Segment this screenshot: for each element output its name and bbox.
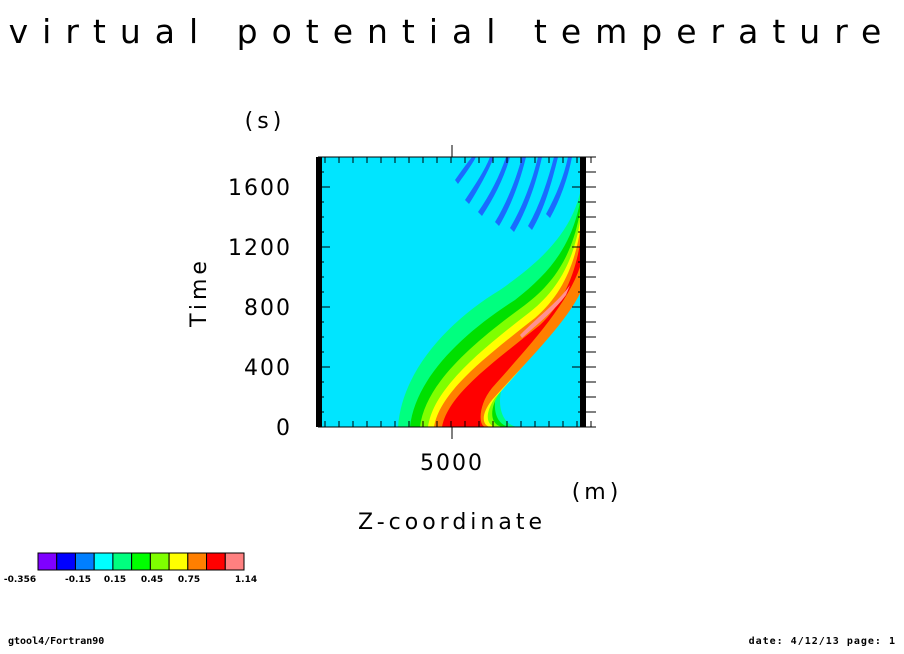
- colorbar-swatch: [112, 552, 133, 571]
- warm-anomaly-band: [398, 157, 585, 427]
- colorbar-label: -0.15: [65, 575, 91, 585]
- wave-1: [455, 157, 476, 184]
- wave-3: [478, 157, 510, 216]
- colorbar-label: 0.45: [141, 575, 163, 585]
- colorbar-label: 0.15: [104, 575, 126, 585]
- y-unit: (s): [245, 109, 286, 134]
- wave-2: [465, 157, 494, 204]
- negative-wave-trains: [455, 157, 572, 232]
- wave-4: [495, 157, 526, 226]
- wave-6: [528, 157, 558, 230]
- chart-title: virtual potential temperature: [8, 12, 896, 51]
- y-axis-label: Time: [187, 257, 212, 328]
- band-lime: [420, 170, 584, 427]
- y-tick-label: 1200: [228, 236, 292, 261]
- wave-5: [510, 157, 542, 232]
- y-tick-label: 1600: [228, 176, 292, 201]
- band-red: [442, 205, 584, 427]
- colorbar-swatch: [37, 552, 58, 571]
- x-minor-ticks: [324, 157, 592, 427]
- colorbar-swatch: [131, 552, 151, 571]
- y-tick-label: 800: [244, 296, 292, 321]
- colorbar-swatch: [224, 552, 245, 571]
- x-tick-label-5000: 5000: [420, 451, 484, 476]
- colorbar-swatch: [56, 552, 76, 571]
- colorbar-label: -0.356: [4, 575, 36, 585]
- colorbar-swatch: [168, 552, 189, 571]
- colorbar-swatch: [206, 552, 226, 571]
- y-tick-label: 400: [244, 356, 292, 381]
- footer-right: date: 4/12/13 page: 1: [748, 636, 896, 647]
- colorbar-labels: -0.356 -0.15 0.15 0.45 0.75 1.14: [4, 575, 257, 585]
- x-unit: (m): [572, 480, 623, 505]
- band-pink: [520, 285, 570, 338]
- band-yellow: [428, 180, 584, 427]
- x-axis-label: Z-coordinate: [358, 510, 546, 535]
- colorbar-swatch: [149, 552, 170, 571]
- footer-left: gtool4/Fortran90: [8, 636, 105, 647]
- wave-7: [546, 157, 572, 218]
- colorbar-label: 1.14: [235, 575, 257, 585]
- colorbar-swatch: [74, 552, 95, 571]
- y-tick-labels: 0 400 800 1200 1600: [228, 176, 292, 441]
- y-tick-label: 0: [276, 416, 292, 441]
- colorbar-label: 0.75: [178, 575, 200, 585]
- colorbar-swatch: [187, 552, 208, 571]
- band-green: [410, 160, 584, 427]
- colorbar: [37, 552, 245, 571]
- y-ticks: [318, 156, 596, 428]
- colorbar-swatch: [93, 552, 114, 571]
